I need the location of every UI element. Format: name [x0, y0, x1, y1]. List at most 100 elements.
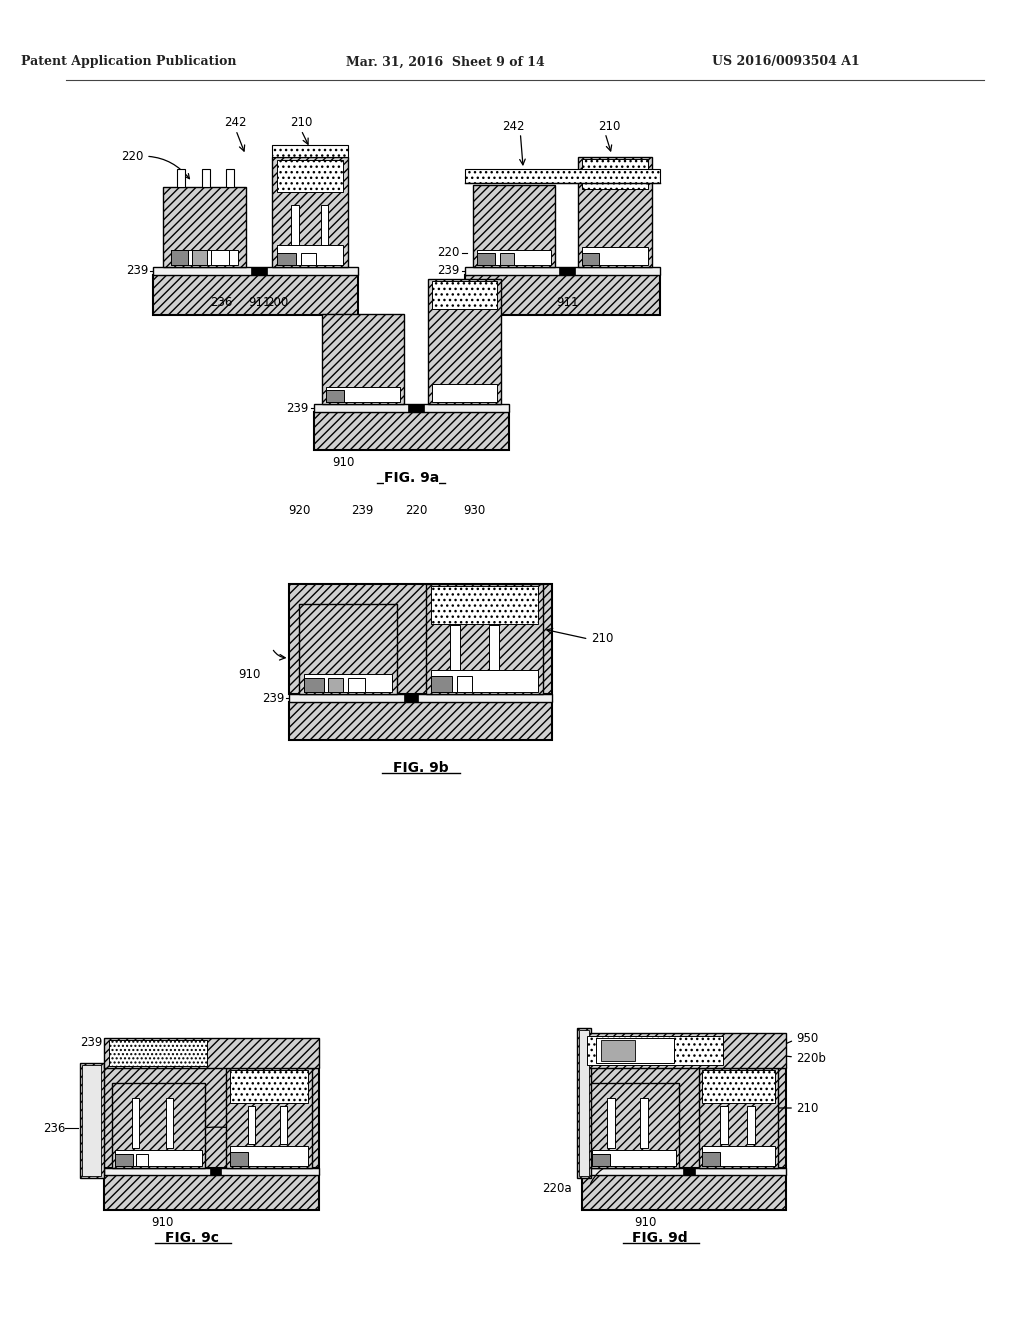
Bar: [252, 267, 267, 275]
Bar: [104, 1038, 318, 1068]
Bar: [80, 1063, 104, 1177]
Text: 220a: 220a: [265, 1126, 295, 1139]
Bar: [640, 1098, 648, 1148]
Text: 242: 242: [502, 120, 524, 133]
Bar: [166, 1098, 173, 1148]
Bar: [577, 1028, 592, 1177]
Bar: [202, 169, 210, 187]
Text: 920: 920: [288, 503, 310, 516]
Bar: [226, 1068, 312, 1168]
Text: 210: 210: [265, 1106, 288, 1119]
Bar: [579, 1030, 589, 1176]
Bar: [248, 1106, 255, 1144]
Text: 220b: 220b: [796, 1052, 826, 1064]
Bar: [136, 1154, 148, 1166]
Text: 930: 930: [464, 503, 485, 516]
Bar: [428, 279, 501, 404]
Text: 242: 242: [224, 116, 247, 128]
Bar: [276, 253, 296, 265]
Text: 200: 200: [265, 297, 288, 309]
Bar: [465, 275, 659, 315]
Text: 220a: 220a: [543, 1181, 572, 1195]
Bar: [327, 387, 399, 403]
Bar: [290, 694, 553, 702]
Text: FIG. 9d: FIG. 9d: [632, 1232, 687, 1245]
Bar: [171, 249, 238, 265]
Bar: [212, 249, 229, 265]
Bar: [582, 1068, 786, 1168]
Bar: [132, 1098, 139, 1148]
Bar: [191, 249, 207, 265]
Bar: [457, 676, 472, 692]
Bar: [276, 160, 343, 191]
Bar: [465, 169, 659, 183]
Bar: [426, 583, 543, 694]
Bar: [290, 583, 553, 694]
Text: 910: 910: [332, 455, 354, 469]
Bar: [230, 1071, 308, 1104]
Bar: [582, 247, 648, 265]
Bar: [110, 1040, 207, 1067]
Text: FIG. 9a: FIG. 9a: [384, 471, 439, 484]
Bar: [582, 1034, 786, 1068]
Text: 910: 910: [152, 1216, 174, 1229]
Bar: [82, 1065, 101, 1176]
Bar: [698, 1068, 778, 1168]
Text: 210: 210: [598, 120, 621, 133]
Text: 236: 236: [43, 1122, 66, 1134]
Bar: [477, 249, 551, 265]
Bar: [112, 1082, 205, 1168]
Bar: [489, 624, 499, 671]
Text: 239: 239: [287, 401, 309, 414]
Bar: [748, 1106, 755, 1144]
Text: 239: 239: [437, 264, 460, 277]
Bar: [292, 205, 299, 246]
Bar: [153, 275, 357, 315]
Bar: [104, 1168, 318, 1175]
Bar: [299, 605, 396, 694]
Bar: [500, 253, 514, 265]
Bar: [590, 1082, 679, 1168]
Text: 239: 239: [81, 1036, 102, 1049]
Text: 239: 239: [262, 692, 285, 705]
Bar: [301, 253, 315, 265]
Text: 910: 910: [238, 668, 260, 681]
Bar: [582, 253, 599, 265]
Bar: [582, 1168, 786, 1175]
Bar: [431, 586, 538, 624]
Bar: [473, 185, 555, 267]
Bar: [163, 187, 246, 267]
Bar: [601, 1040, 635, 1061]
Bar: [477, 253, 495, 265]
Text: 239: 239: [126, 264, 148, 277]
Text: 220: 220: [121, 150, 189, 178]
Bar: [290, 702, 553, 741]
Bar: [582, 158, 648, 189]
Bar: [404, 694, 418, 702]
Text: 910: 910: [634, 1216, 656, 1229]
Text: 239: 239: [351, 503, 374, 516]
Bar: [177, 169, 185, 187]
Bar: [276, 246, 343, 265]
Text: Patent Application Publication: Patent Application Publication: [20, 55, 237, 69]
Bar: [104, 1068, 318, 1168]
Bar: [593, 1154, 610, 1166]
Bar: [348, 678, 366, 692]
Text: 911: 911: [248, 297, 270, 309]
Bar: [304, 675, 392, 692]
Bar: [104, 1175, 318, 1210]
Bar: [272, 145, 348, 157]
Bar: [115, 1150, 202, 1166]
Text: 950: 950: [796, 1031, 818, 1044]
Bar: [607, 1098, 614, 1148]
Bar: [272, 157, 348, 267]
Bar: [322, 314, 404, 404]
Bar: [596, 1038, 674, 1063]
Bar: [304, 678, 324, 692]
Bar: [702, 1152, 720, 1166]
Text: 210: 210: [796, 1101, 818, 1114]
Bar: [593, 1150, 676, 1166]
Bar: [409, 404, 424, 412]
Bar: [153, 267, 357, 275]
Bar: [230, 1152, 248, 1166]
